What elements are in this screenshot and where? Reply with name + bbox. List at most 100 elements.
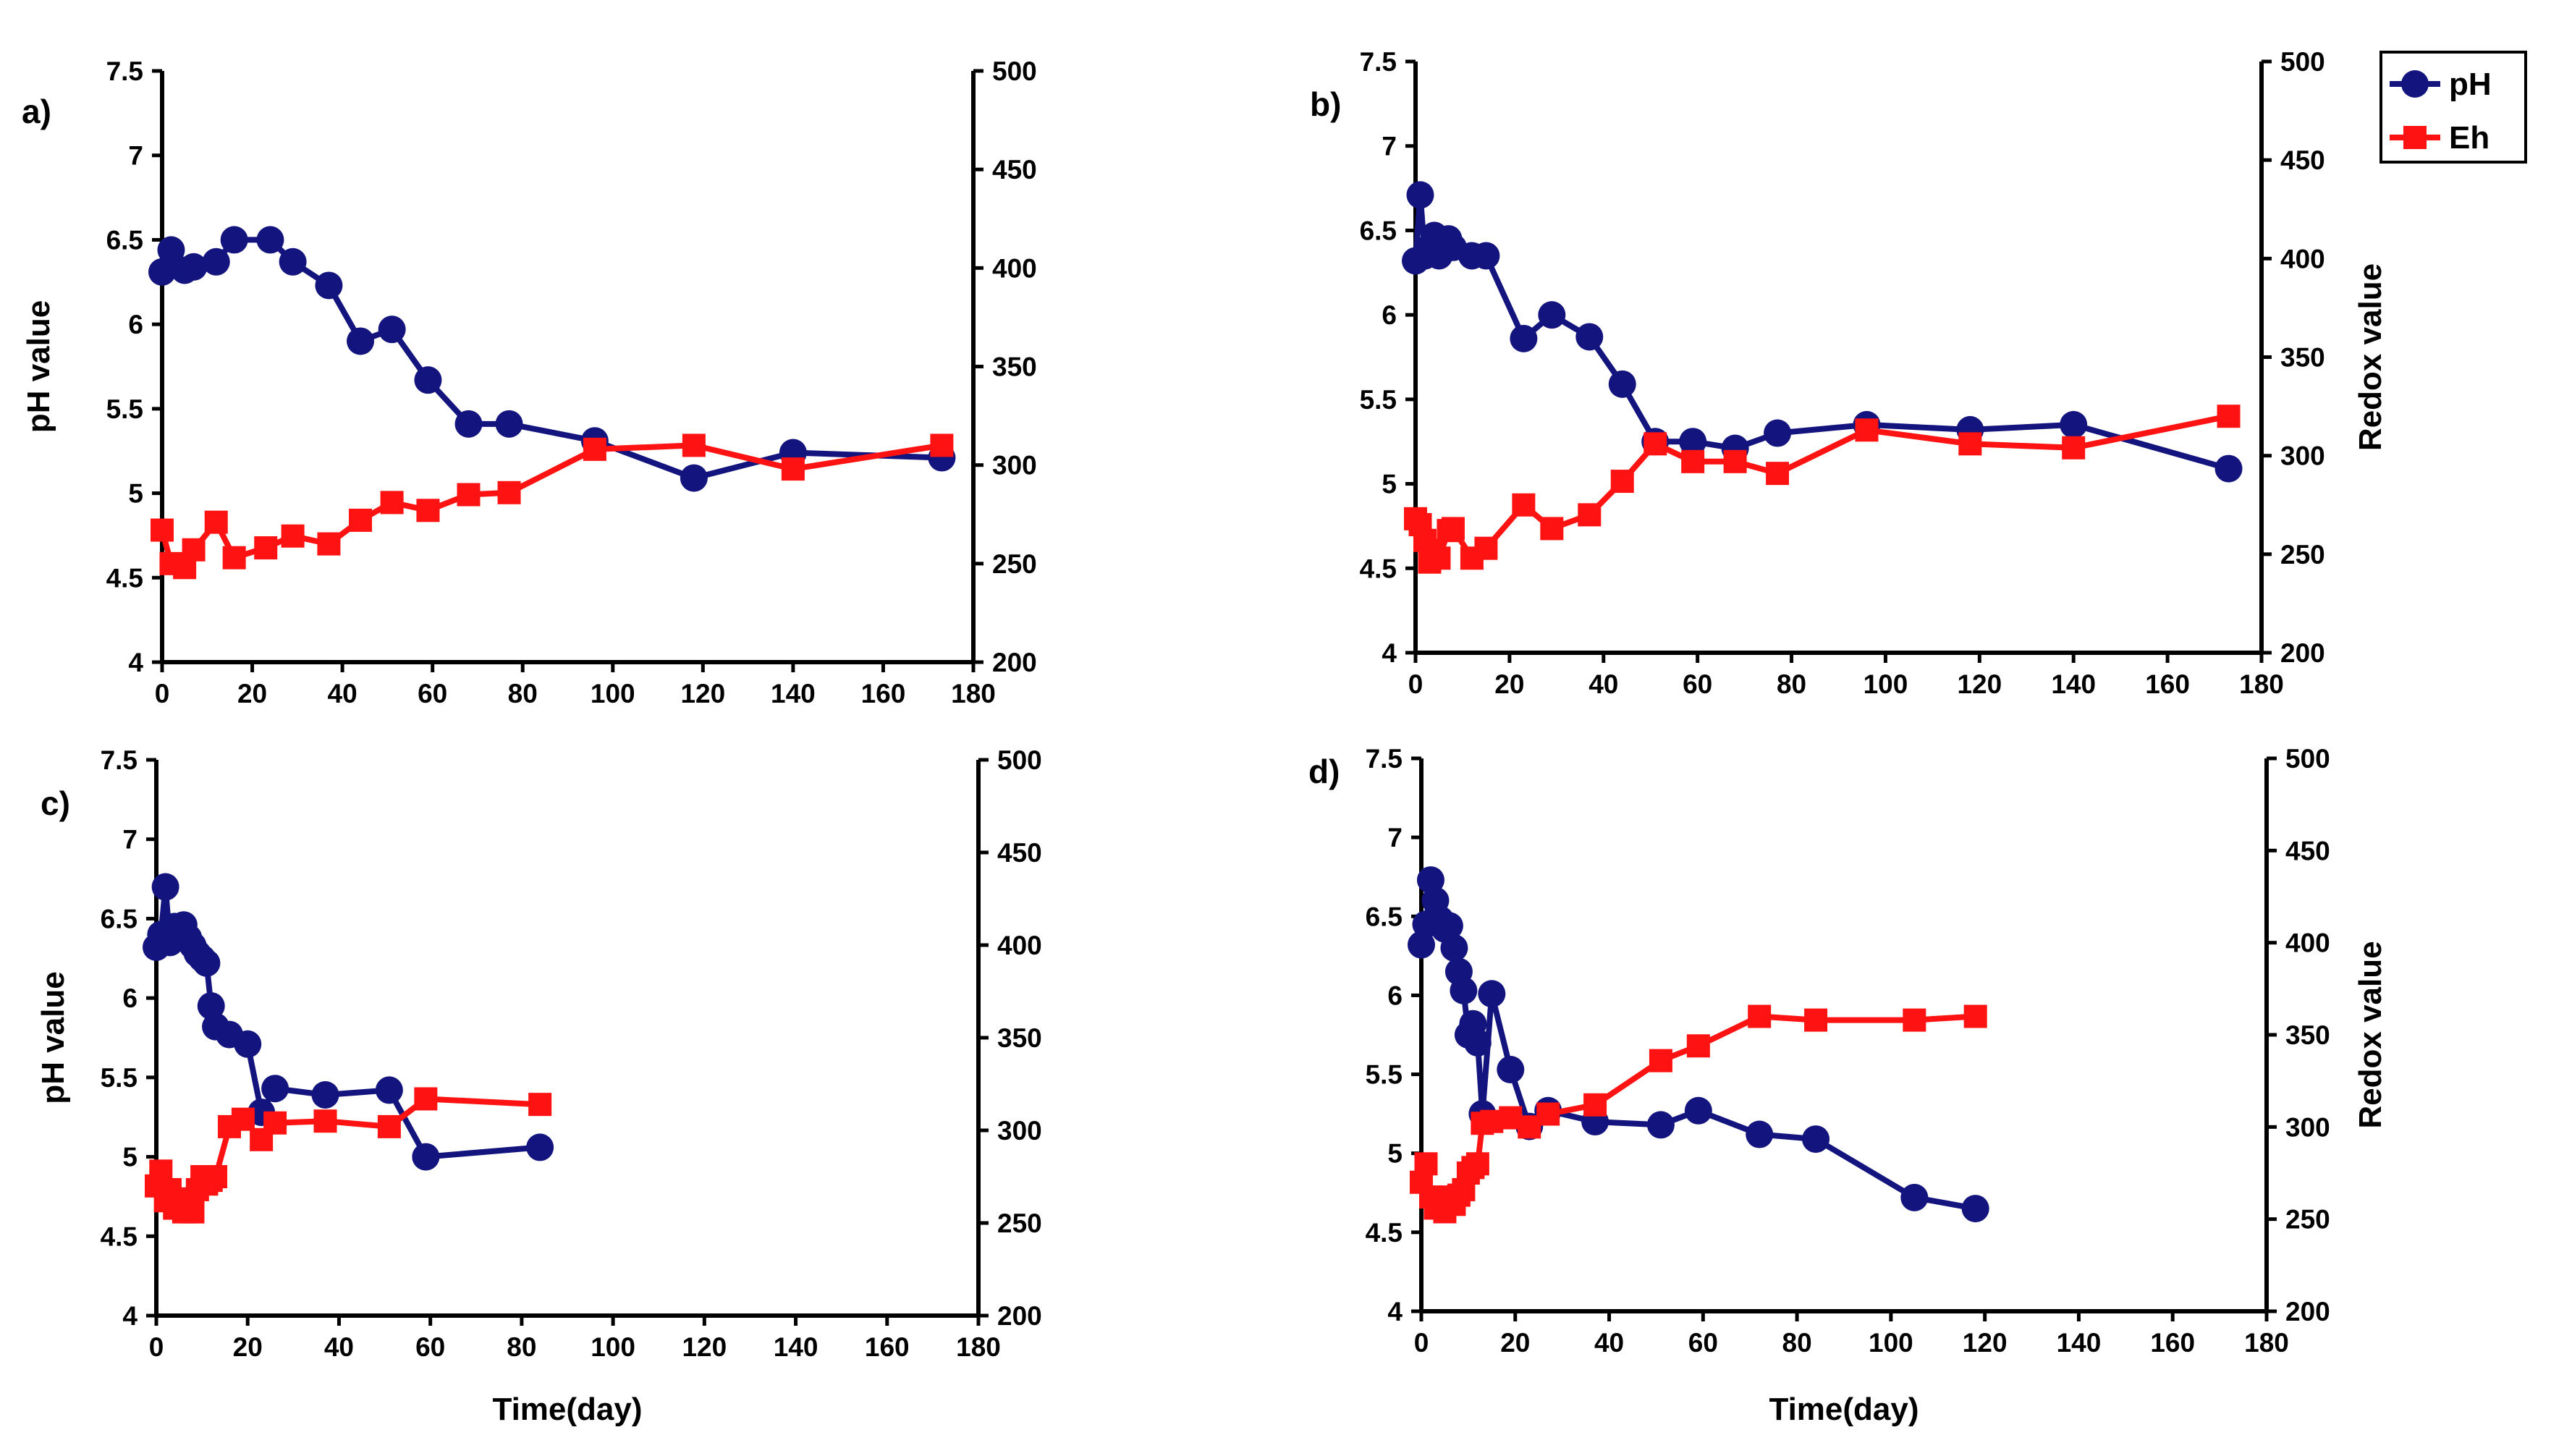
- x-tick-label: 120: [1957, 669, 2002, 699]
- ph-data-point: [179, 253, 208, 281]
- y-tick-label-right: 250: [2285, 1205, 2330, 1235]
- ph-data-point: [220, 226, 248, 254]
- y-tick-label-right: 250: [2280, 540, 2325, 570]
- x-tick-label: 80: [507, 1332, 536, 1362]
- y-tick-label-left: 7.5: [106, 56, 143, 86]
- eh-series-line: [1413, 413, 2230, 565]
- y-tick-label-right: 500: [992, 56, 1037, 86]
- y-tick-label-right: 400: [992, 253, 1037, 283]
- eh-data-point: [1748, 1004, 1772, 1028]
- y-tick-label-right: 400: [2280, 244, 2325, 274]
- y-tick-label-left: 6: [122, 983, 138, 1013]
- ph-series-line: [159, 237, 942, 481]
- y-tick-label-left: 5: [128, 479, 143, 509]
- ph-data-point: [151, 873, 179, 901]
- y-tick-label-left: 6: [128, 310, 143, 339]
- eh-data-point: [528, 1093, 552, 1117]
- x-tick-label: 0: [1414, 1328, 1429, 1358]
- x-tick-label: 0: [1408, 669, 1423, 699]
- eh-data-point: [583, 437, 606, 461]
- y-tick-label-left: 4: [1387, 1297, 1403, 1326]
- ph-data-point: [1408, 931, 1435, 959]
- ph-data-point: [1746, 1120, 1774, 1148]
- ph-data-point: [279, 247, 307, 276]
- eh-data-point: [1958, 432, 1982, 456]
- ph-data-point: [315, 271, 343, 300]
- y-tick-label-left: 7.5: [1360, 47, 1397, 77]
- y-axis-title-right: Redox value: [2353, 263, 2388, 451]
- ph-data-point: [2060, 410, 2088, 439]
- panel-label: b): [1310, 85, 1341, 123]
- y-tick-label-left: 4.5: [1360, 554, 1397, 583]
- panel-d: 0 20 40 60 80 100 120 140 160 180 4 4.5 5 5.5 6 6.5 7 7.5…: [1308, 744, 2388, 1427]
- y-tick-label-left: 6.5: [1360, 216, 1397, 245]
- ph-data-point: [1463, 1028, 1492, 1057]
- legend-label-eh: Eh: [2449, 120, 2489, 156]
- x-tick-label: 120: [1963, 1328, 2008, 1358]
- eh-data-point: [414, 1087, 438, 1111]
- eh-data-point: [1465, 1152, 1489, 1176]
- x-tick-label: 140: [2057, 1328, 2102, 1358]
- eh-data-point: [313, 1109, 337, 1133]
- ph-data-point: [1646, 1111, 1675, 1139]
- y-tick-label-right: 250: [992, 549, 1037, 579]
- y-tick-label-left: 6: [1387, 981, 1403, 1010]
- panel-a: 0 20 40 60 80 100 120 140 160 180 4 4.5 5 5.5 6 6.5 7 7.5…: [21, 56, 1037, 708]
- y-tick-label-right: 300: [2285, 1112, 2330, 1142]
- eh-data-point: [231, 1107, 255, 1131]
- x-tick-label: 100: [1869, 1328, 1913, 1358]
- y-tick-label-right: 300: [997, 1116, 1042, 1146]
- y-tick-label-left: 5.5: [106, 394, 143, 424]
- y-axis-title-left: pH value: [21, 300, 56, 433]
- ph-data-point: [1575, 323, 1604, 351]
- ph-data-point: [256, 226, 284, 254]
- y-tick-label-left: 5.5: [101, 1063, 138, 1093]
- eh-data-point: [497, 481, 521, 504]
- x-tick-label: 60: [415, 1332, 445, 1362]
- y-tick-label-right: 300: [2280, 441, 2325, 471]
- y-tick-label-right: 450: [997, 838, 1042, 868]
- y-tick-label-left: 4: [1382, 638, 1397, 668]
- ph-data-point: [1538, 301, 1566, 329]
- ph-data-point: [234, 1030, 262, 1058]
- y-tick-label-left: 4.5: [101, 1222, 138, 1251]
- eh-data-point: [204, 510, 228, 534]
- ph-data-point: [680, 464, 708, 492]
- eh-data-point: [1427, 546, 1451, 570]
- y-tick-label-left: 5: [122, 1143, 138, 1172]
- x-tick-label: 160: [865, 1332, 910, 1362]
- y-tick-label-left: 4.5: [1366, 1218, 1403, 1248]
- x-tick-label: 180: [2244, 1328, 2289, 1358]
- ph-data-point: [1684, 1096, 1712, 1125]
- x-tick-label: 100: [591, 679, 635, 708]
- ph-data-point: [454, 410, 483, 438]
- ph-data-point: [1440, 934, 1468, 962]
- x-tick-label: 40: [1594, 1328, 1624, 1358]
- eh-data-point: [1643, 432, 1667, 456]
- eh-data-point: [1540, 517, 1564, 541]
- y-tick-label-right: 500: [2285, 744, 2330, 774]
- eh-data-point: [1536, 1102, 1560, 1126]
- x-tick-label: 40: [328, 679, 358, 708]
- eh-data-point: [1723, 449, 1747, 473]
- x-tick-label: 160: [2150, 1328, 2195, 1358]
- ph-series-line: [1413, 192, 2230, 472]
- ph-data-point: [347, 327, 375, 355]
- ph-data-point: [378, 316, 406, 344]
- y-tick-label-left: 6: [1382, 300, 1397, 330]
- y-tick-label-left: 7.5: [1366, 744, 1403, 774]
- legend-label-ph: pH: [2449, 67, 2492, 102]
- y-tick-label-left: 7: [1382, 132, 1397, 161]
- x-tick-label: 80: [1777, 669, 1806, 699]
- eh-data-point: [1903, 1008, 1926, 1032]
- eh-series-line: [159, 442, 943, 571]
- panel-c: 0 20 40 60 80 100 120 140 160 180 4 4.5 5 5.5 6 6.5 7 7.5…: [35, 745, 1042, 1427]
- y-tick-label-left: 5: [1387, 1139, 1403, 1169]
- x-tick-label: 140: [2051, 669, 2096, 699]
- ph-data-point: [261, 1075, 289, 1103]
- x-tick-label: 100: [1863, 669, 1908, 699]
- eh-data-point: [930, 433, 954, 457]
- x-tick-label: 80: [508, 679, 538, 708]
- eh-data-point: [1686, 1034, 1710, 1058]
- y-tick-label-left: 5: [1382, 470, 1397, 499]
